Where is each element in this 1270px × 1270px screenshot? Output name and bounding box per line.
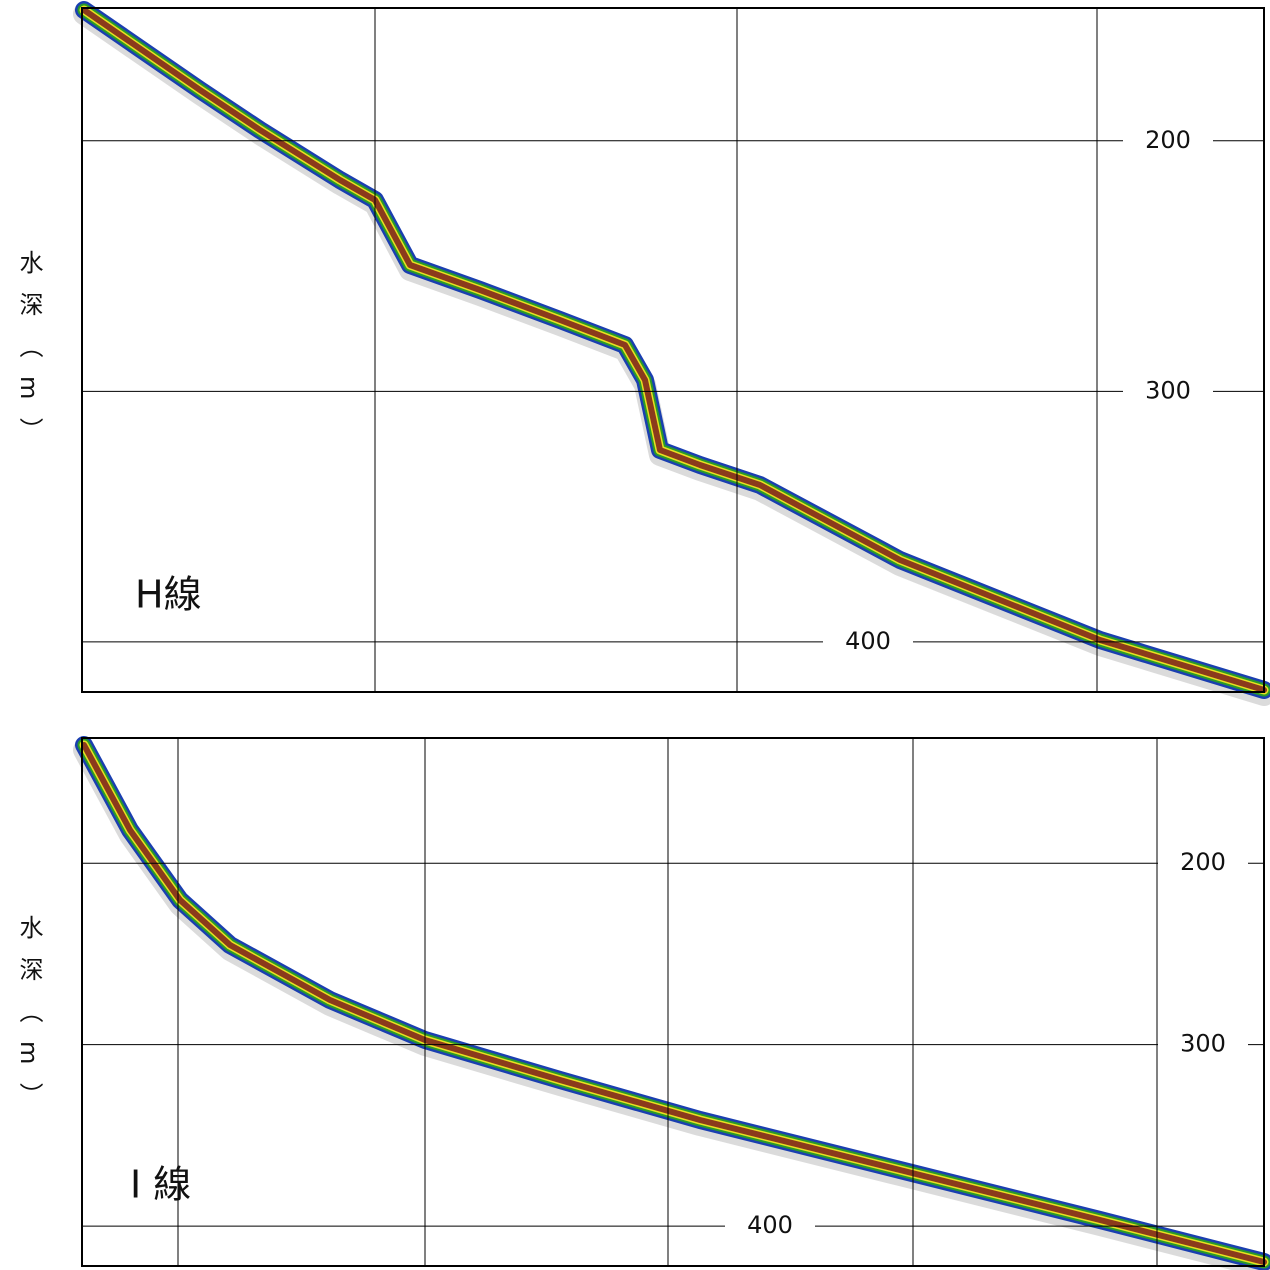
tick-label-bg [823,627,913,656]
y-tick-label: 200 [1180,848,1226,876]
plot-frame [81,737,1265,1267]
tick-label-bg [1158,1030,1248,1059]
tick-label-bg [1158,849,1248,878]
seabed-echo-h [73,1,1270,706]
panel-label: I 線 [130,1163,191,1207]
seabed-echo-i [73,736,1270,1270]
tick-label-bg [725,1212,815,1241]
y-axis-label: 水深（m） [15,250,43,459]
y-tick-label: 200 [1145,126,1191,154]
y-tick-label: 400 [747,1211,793,1239]
y-axis-label: 水深（m） [15,915,43,1124]
tick-label-bg [1123,126,1213,155]
y-tick-label: 300 [1180,1030,1226,1058]
tick-label-bg [1123,377,1213,406]
y-tick-label: 300 [1145,376,1191,404]
plot-frame [81,7,1265,693]
panel-label: H線 [135,573,202,617]
y-tick-label: 400 [845,627,891,655]
